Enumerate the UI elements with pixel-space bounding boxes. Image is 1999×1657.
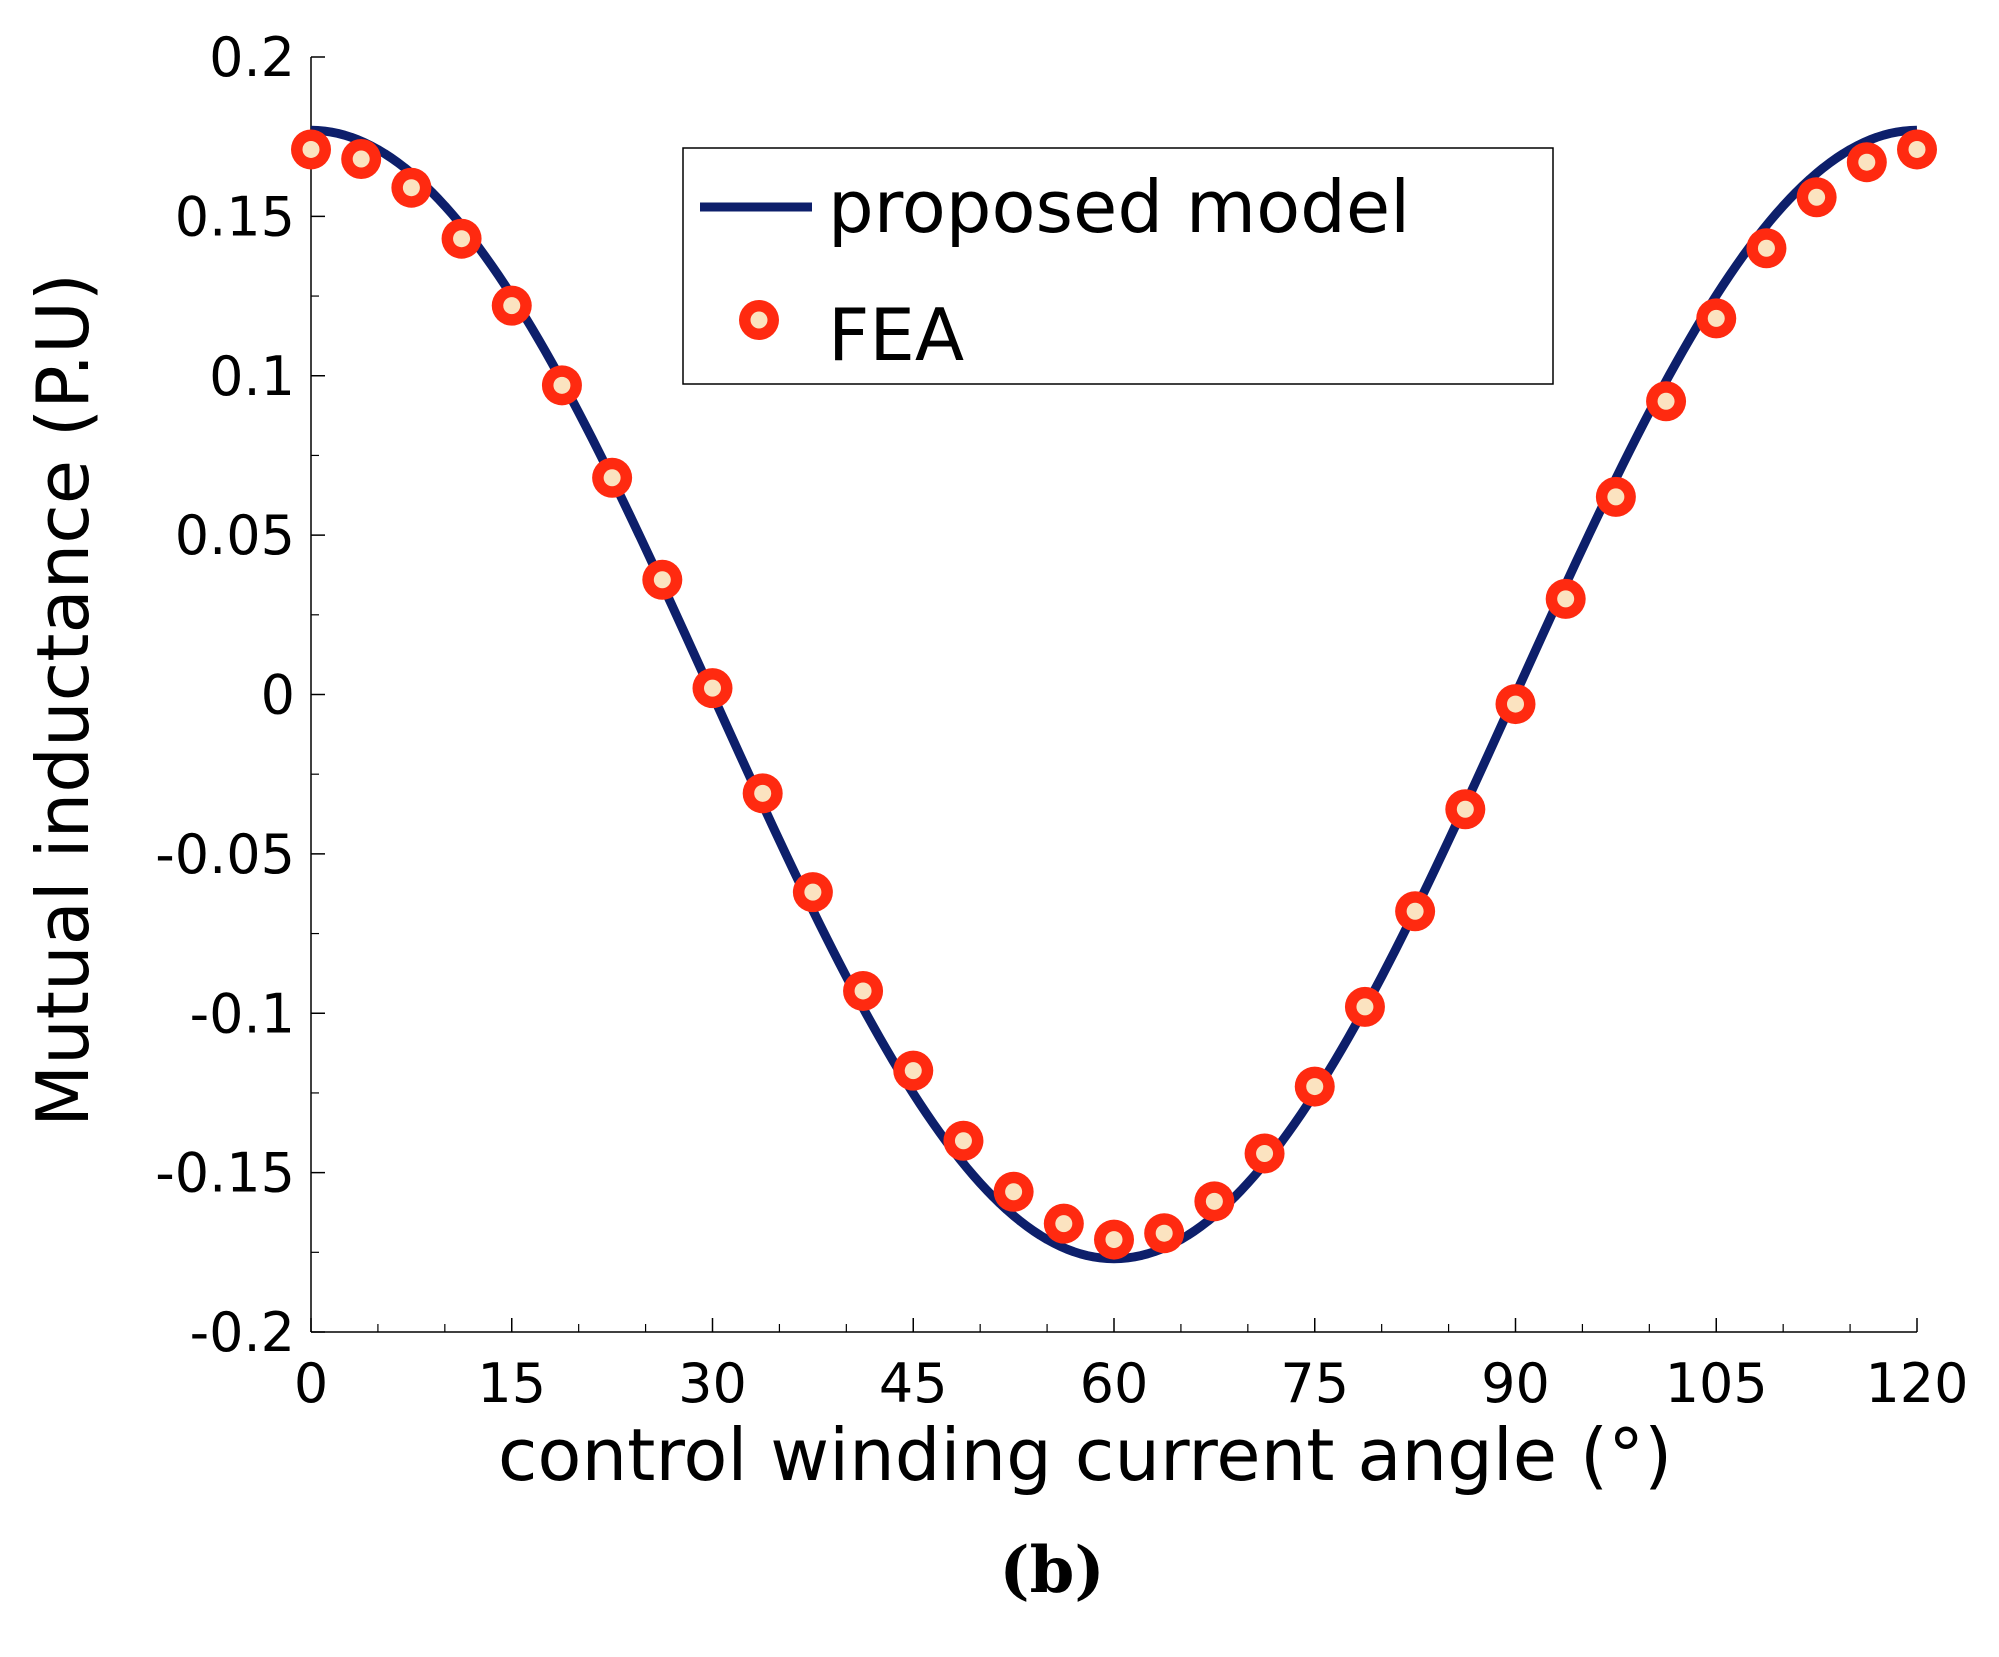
fea-marker-inner	[503, 297, 521, 315]
fea-data-point	[1495, 684, 1536, 725]
fea-marker-inner	[704, 679, 721, 697]
fea-data-point	[742, 773, 783, 814]
y-tick-label: -0.05	[155, 823, 295, 886]
fea-marker-inner	[653, 571, 671, 589]
fea-marker-inner	[1256, 1145, 1274, 1162]
fea-marker-inner	[553, 376, 571, 394]
fea-data-point	[993, 1171, 1034, 1212]
y-tick-label: 0.15	[175, 185, 295, 248]
fea-data-point	[1846, 142, 1887, 183]
fea-marker-inner	[1908, 140, 1926, 158]
y-tick-label: -0.1	[190, 982, 295, 1045]
fea-marker-inner	[352, 150, 370, 168]
figure-caption: (b)	[999, 1533, 1104, 1608]
fea-marker-inner	[754, 784, 772, 802]
fea-data-point	[642, 559, 683, 600]
fea-data-point	[1796, 177, 1837, 218]
fea-marker-inner	[1507, 695, 1524, 713]
x-tick-label: 45	[879, 1352, 948, 1415]
legend-box	[682, 147, 1554, 385]
fea-data-point	[592, 457, 633, 498]
fea-marker-inner	[904, 1062, 922, 1080]
fea-marker-inner	[1406, 902, 1424, 920]
fea-data-point	[1194, 1181, 1235, 1222]
x-tick-label: 75	[1280, 1352, 1349, 1415]
fea-marker-inner	[1707, 309, 1725, 327]
fea-data-point	[1294, 1066, 1335, 1107]
x-tick-label: 15	[477, 1352, 546, 1415]
fea-data-point	[1746, 228, 1787, 269]
fea-data-point	[1395, 891, 1436, 932]
fea-data-point	[491, 285, 532, 326]
series	[291, 125, 1937, 1264]
fea-marker-inner	[1055, 1215, 1073, 1233]
fea-marker-inner	[603, 469, 621, 487]
fea-marker-inner	[1757, 239, 1775, 257]
fea-marker-inner	[1557, 590, 1575, 608]
x-tick-label: 0	[294, 1352, 328, 1415]
fea-marker-inner	[1607, 488, 1625, 506]
fea-data-point	[291, 129, 331, 170]
fea-data-point	[391, 167, 432, 208]
fea-marker-inner	[804, 883, 822, 901]
fea-marker-inner	[1356, 998, 1374, 1016]
y-axis-title: Mutual inductance (P.U)	[21, 273, 105, 1127]
fea-data-point	[1646, 381, 1687, 422]
y-tick-label: 0.2	[209, 26, 295, 89]
fea-marker-inner	[854, 982, 872, 1000]
fea-data-point	[1545, 578, 1586, 619]
fea-marker-inner	[1105, 1231, 1123, 1249]
fea-data-point	[1043, 1203, 1084, 1244]
fea-marker-inner	[1205, 1192, 1223, 1210]
y-tick-label: 0	[261, 664, 295, 727]
fea-data-point	[1244, 1133, 1285, 1174]
fea-marker-inner	[402, 179, 420, 197]
x-axis-title: control winding current angle (°)	[498, 1413, 1672, 1497]
fea-marker-inner	[1155, 1224, 1173, 1242]
fea-marker-inner	[1808, 188, 1826, 206]
fea-data-point	[441, 218, 482, 259]
x-tick-label: 30	[678, 1352, 747, 1415]
fea-data-point	[1144, 1213, 1185, 1254]
y-tick-label: 0.05	[175, 504, 295, 567]
legend-label-proposed-model: proposed model	[828, 165, 1410, 249]
fea-data-point	[1696, 298, 1737, 339]
fea-data-point	[792, 872, 833, 913]
legend-label-fea: FEA	[828, 293, 964, 377]
y-tick-label: -0.15	[155, 1142, 295, 1205]
legend-marker-fea-inner	[750, 311, 768, 329]
x-tick-label: 60	[1080, 1352, 1149, 1415]
fea-data-point	[1344, 986, 1385, 1027]
fea-data-point	[1094, 1219, 1134, 1260]
axis-ticks	[310, 56, 1918, 1333]
fea-data-point	[341, 139, 382, 179]
fea-data-point	[1595, 476, 1636, 517]
legend: proposed model FEA	[682, 147, 1554, 385]
fea-data-point	[843, 970, 884, 1011]
fea-marker-inner	[453, 230, 471, 248]
fea-data-point	[541, 365, 582, 406]
fea-data-point	[943, 1120, 984, 1161]
fea-data-point	[692, 668, 733, 709]
fea-data-point	[893, 1050, 934, 1091]
fea-marker-inner	[1306, 1078, 1324, 1096]
fea-data-point	[1897, 129, 1937, 170]
tick-labels: 0 15 30 45 60 75 90 105 120 0.2 0.15 0.1 0.05 0 -0.05 -…	[155, 26, 1968, 1415]
fea-marker-inner	[1657, 392, 1675, 410]
fea-marker-inner	[954, 1132, 972, 1150]
fea-marker-inner	[1456, 800, 1474, 818]
x-tick-label: 105	[1665, 1352, 1768, 1415]
y-tick-label: -0.2	[190, 1301, 295, 1364]
fea-marker-inner	[302, 140, 320, 158]
fea-data-point	[1445, 789, 1486, 830]
x-tick-label: 90	[1481, 1352, 1550, 1415]
y-tick-label: 0.1	[209, 345, 295, 408]
fea-marker-inner	[1858, 153, 1876, 171]
x-tick-label: 120	[1865, 1352, 1968, 1415]
fea-marker-inner	[1005, 1183, 1023, 1201]
